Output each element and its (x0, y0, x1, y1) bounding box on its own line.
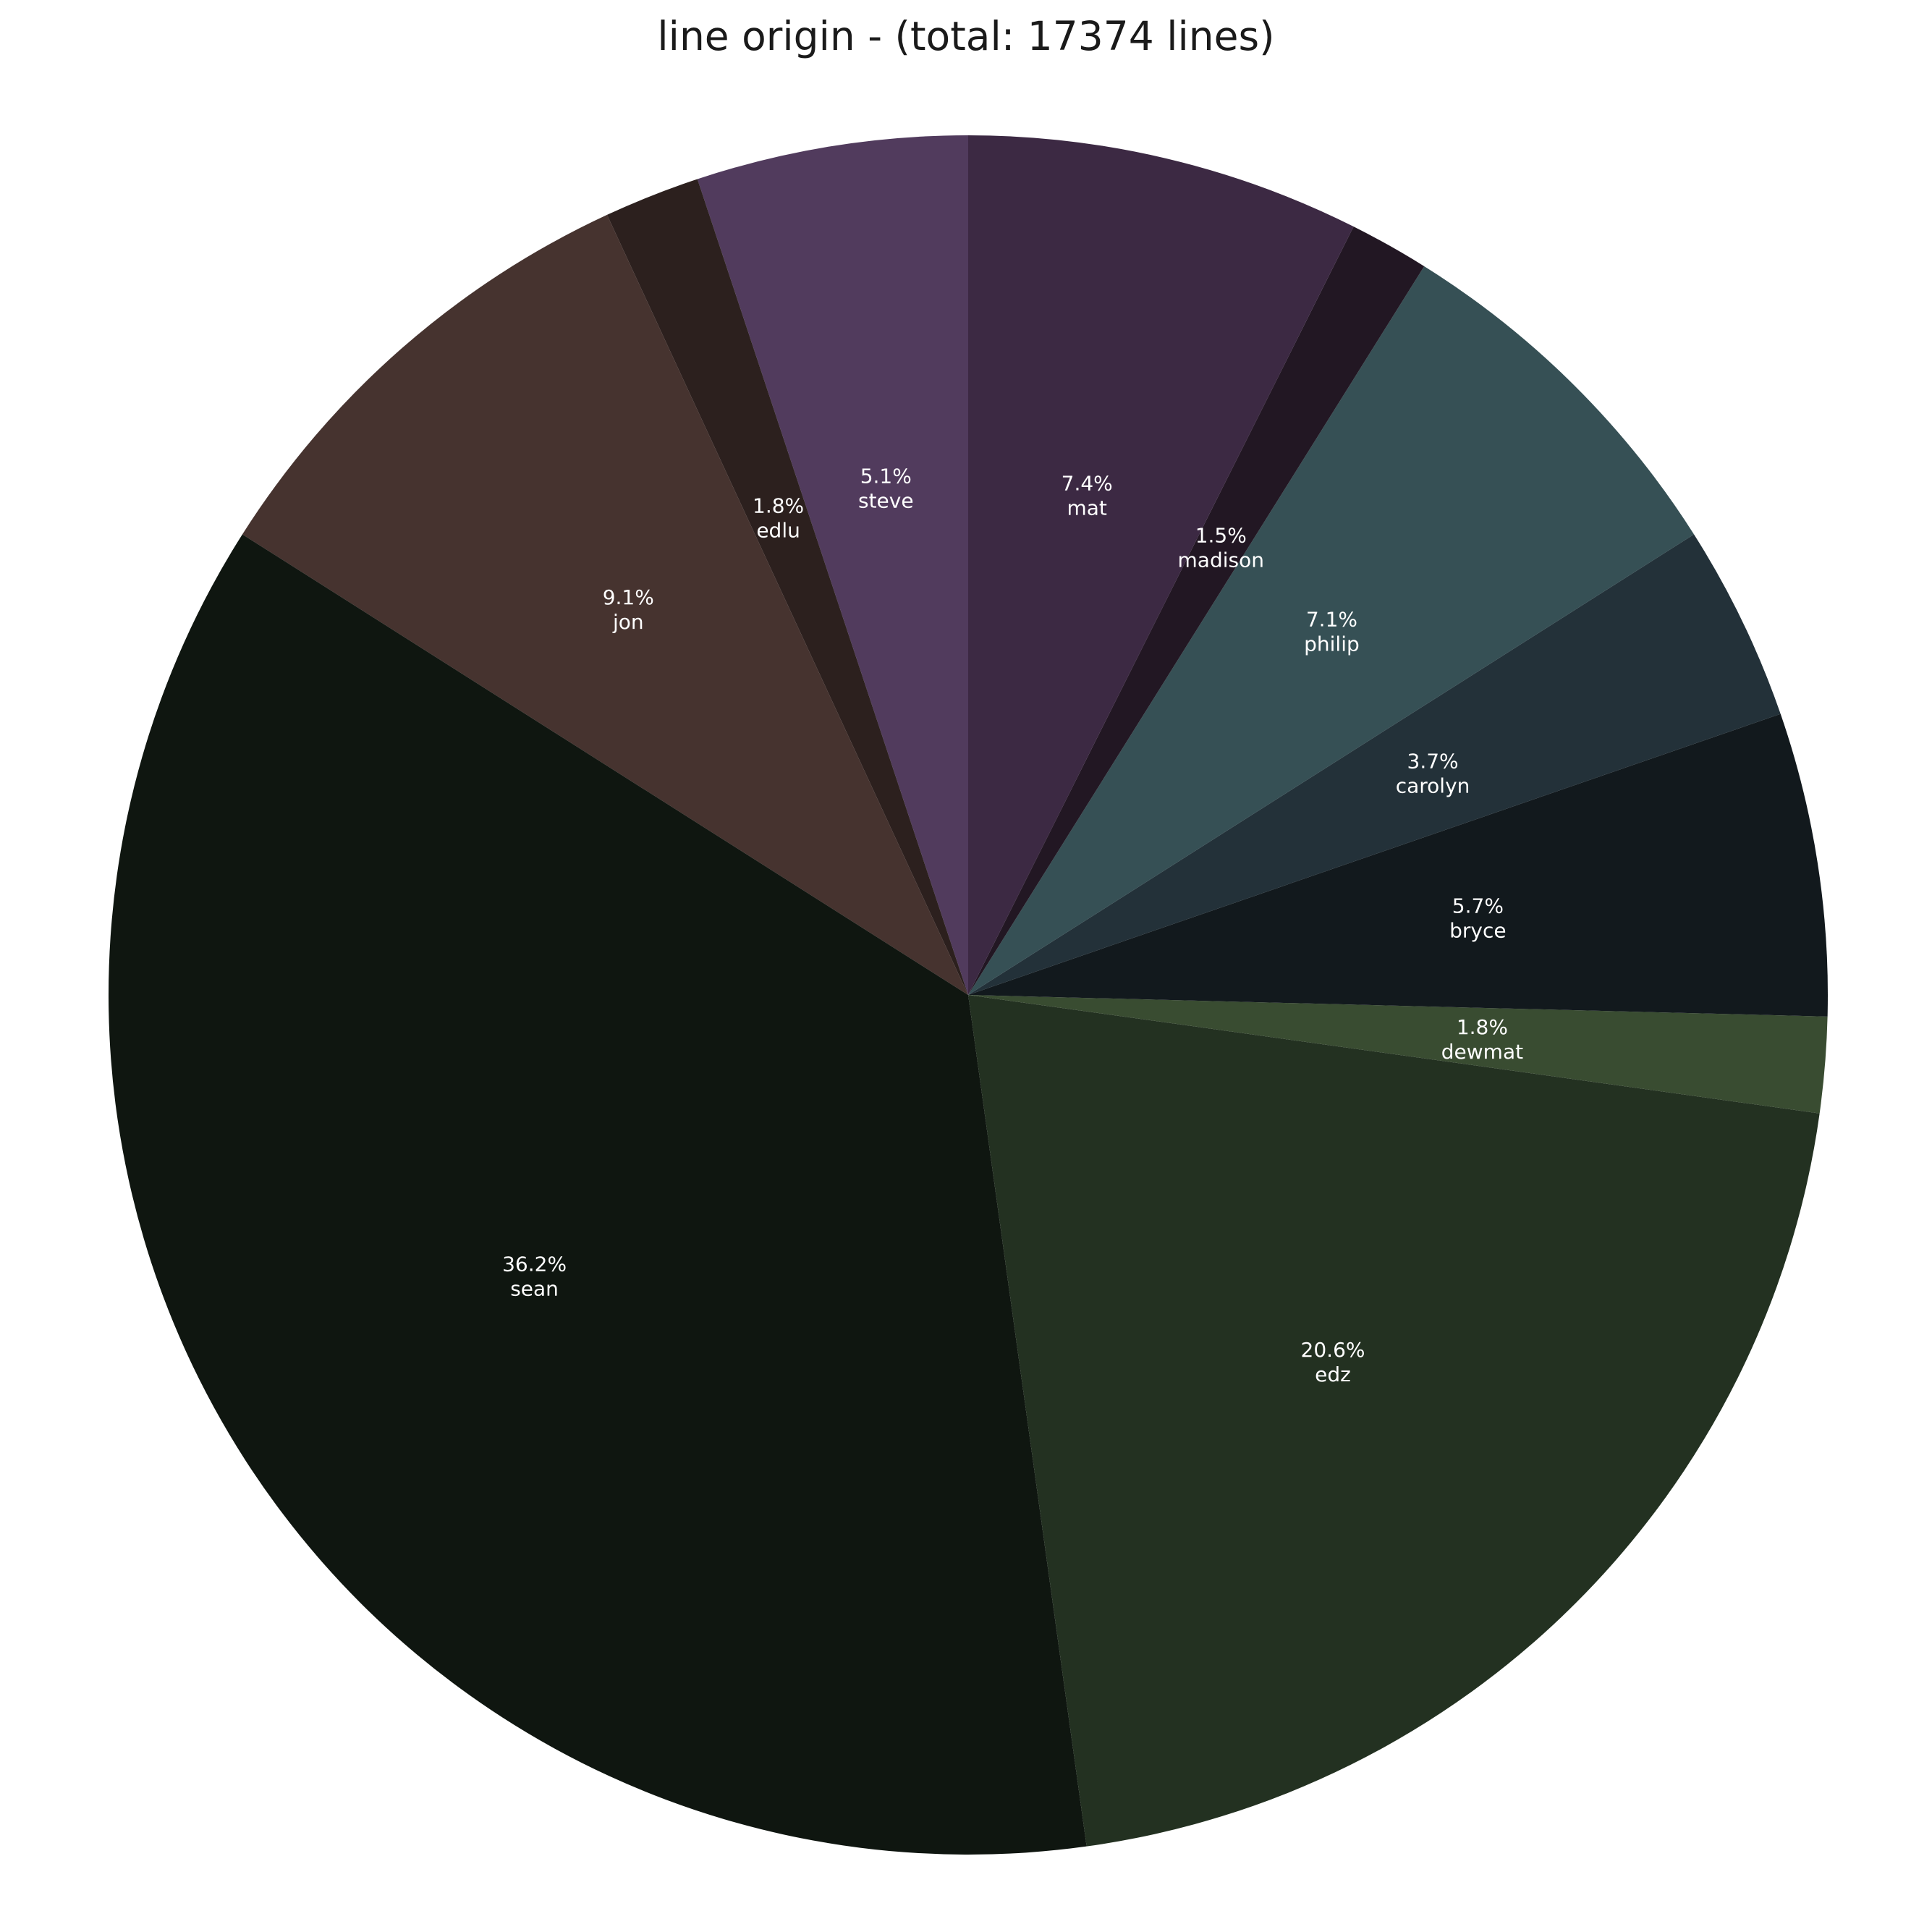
slice-percent-label: 9.1% (603, 585, 654, 609)
pie-slice-dewmat (968, 995, 1828, 1114)
pie-slice-bryce (968, 713, 1828, 1017)
slice-name-label: mat (1067, 496, 1107, 520)
slice-name-label: edz (1315, 1363, 1351, 1386)
slice-name-label: madison (1178, 548, 1264, 572)
pie-slice-jon (242, 214, 968, 996)
slice-name-label: jon (612, 610, 644, 634)
slice-name-label: steve (858, 488, 914, 512)
pie-slice-edlu (606, 179, 968, 996)
slice-name-label: sean (510, 1277, 559, 1301)
pie-slices (108, 135, 1828, 1855)
slice-name-label: bryce (1449, 919, 1506, 943)
slice-percent-label: 36.2% (502, 1253, 567, 1276)
pie-slice-sean (108, 534, 1087, 1855)
slice-percent-label: 1.8% (1457, 1015, 1508, 1039)
slice-percent-label: 20.6% (1301, 1338, 1365, 1362)
slice-name-label: edlu (756, 518, 800, 542)
slice-percent-label: 3.7% (1407, 749, 1459, 773)
pie-labels: 5.1%steve1.8%edlu9.1%jon36.2%sean20.6%ed… (502, 464, 1523, 1386)
slice-name-label: philip (1304, 632, 1360, 656)
pie-slice-mat (968, 135, 1354, 995)
pie-slice-philip (968, 266, 1695, 995)
pie-slice-carolyn (968, 534, 1781, 995)
chart-title: line origin - (total: 17374 lines) (657, 13, 1275, 59)
slice-percent-label: 7.1% (1306, 607, 1357, 631)
slice-percent-label: 5.1% (860, 464, 912, 488)
pie-slice-steve (697, 135, 968, 995)
slice-percent-label: 1.8% (753, 493, 804, 517)
slice-name-label: carolyn (1396, 774, 1470, 797)
pie-slice-edz (968, 995, 1820, 1847)
pie-slice-madison (968, 226, 1425, 995)
slice-percent-label: 7.4% (1062, 471, 1113, 495)
slice-percent-label: 5.7% (1452, 894, 1504, 918)
slice-name-label: dewmat (1441, 1040, 1523, 1064)
slice-percent-label: 1.5% (1195, 524, 1247, 548)
